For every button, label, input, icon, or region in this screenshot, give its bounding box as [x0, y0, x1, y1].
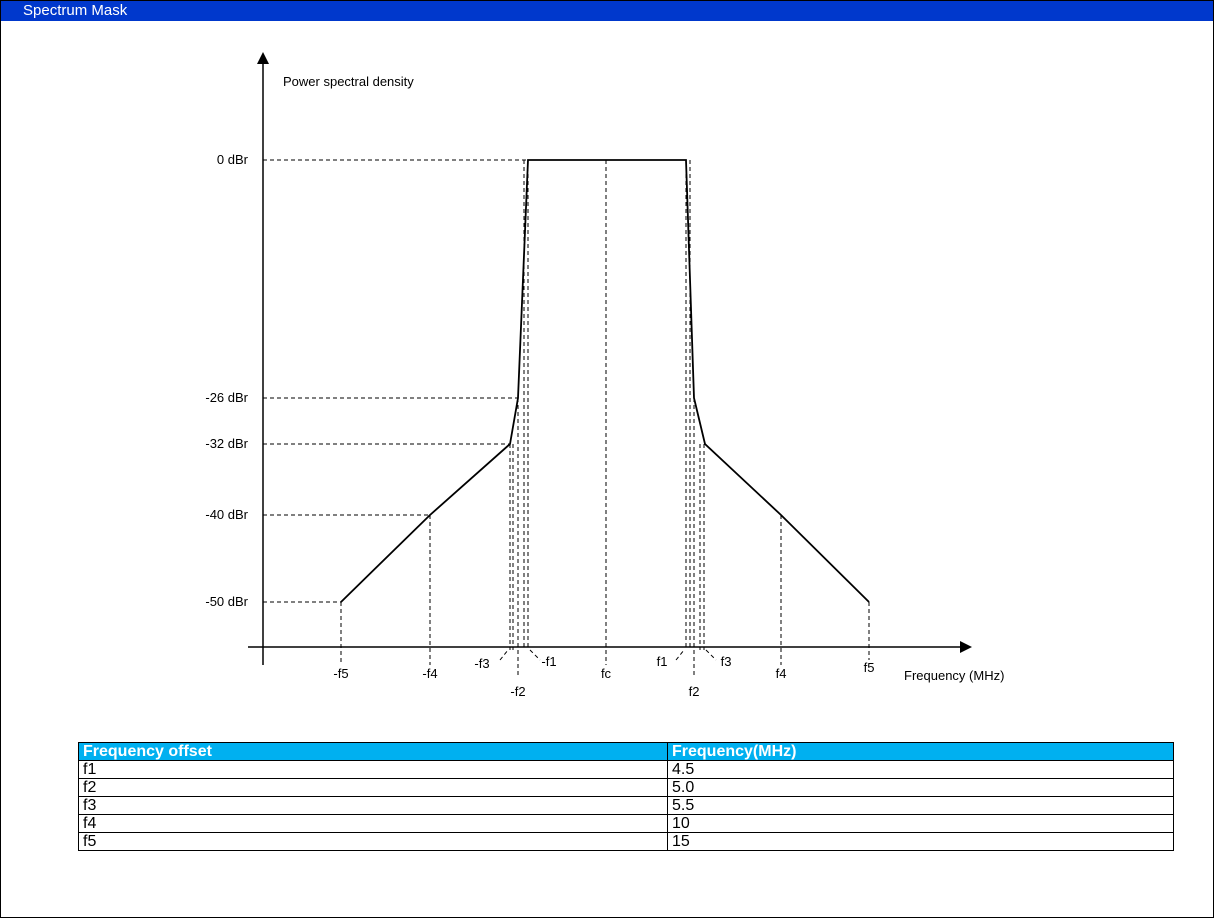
spectrum-diagram: Power spectral density Frequency (MHz) 0… — [205, 52, 1004, 699]
table-cell: f1 — [78, 760, 668, 779]
frequency-label: -f2 — [510, 684, 525, 699]
frequency-label: f4 — [776, 666, 787, 681]
level-label: -26 dBr — [205, 390, 248, 405]
mask-curve — [340, 159, 870, 603]
frequency-label: -f5 — [333, 666, 348, 681]
frequency-label: f3 — [721, 654, 732, 669]
table-header: Frequency offset — [78, 742, 668, 761]
frequency-labels: -f5 -f4 -f3 -f2 -f1 fc f1 f2 f3 f4 f5 — [333, 654, 874, 699]
table-header: Frequency(MHz) — [667, 742, 1174, 761]
level-labels: 0 dBr -26 dBr -32 dBr -40 dBr -50 dBr — [205, 152, 248, 609]
frequency-label: -f1 — [541, 654, 556, 669]
frequency-label: -f4 — [422, 666, 437, 681]
table-cell: f3 — [78, 796, 668, 815]
frequency-label: f5 — [864, 660, 875, 675]
level-label: 0 dBr — [217, 152, 249, 167]
frequency-label: -f3 — [474, 656, 489, 671]
table-cell: 15 — [667, 832, 1174, 851]
table-cell: 5.0 — [667, 778, 1174, 797]
table-row: f1 4.5 — [78, 760, 1174, 779]
y-axis-label: Power spectral density — [283, 74, 414, 89]
table-row: f3 5.5 — [78, 796, 1174, 815]
frequency-label: f2 — [689, 684, 700, 699]
table-cell: f4 — [78, 814, 668, 833]
frequency-table: Frequency offset Frequency(MHz) f1 4.5 f2 5.… — [78, 742, 1174, 851]
table-cell: 10 — [667, 814, 1174, 833]
table-row: f4 10 — [78, 814, 1174, 833]
guide-lines — [263, 159, 870, 678]
level-label: -50 dBr — [205, 594, 248, 609]
table-cell: 4.5 — [667, 760, 1174, 779]
table-cell: f2 — [78, 778, 668, 797]
frequency-label: f1 — [657, 654, 668, 669]
table-row: f5 15 — [78, 832, 1174, 851]
frequency-label: fc — [601, 666, 612, 681]
x-axis-label: Frequency (MHz) — [904, 668, 1004, 683]
level-label: -32 dBr — [205, 436, 248, 451]
level-label: -40 dBr — [205, 507, 248, 522]
table-row: f2 5.0 — [78, 778, 1174, 797]
section-header: Spectrum Mask — [1, 1, 1213, 21]
table-cell: f5 — [78, 832, 668, 851]
table-cell: 5.5 — [667, 796, 1174, 815]
